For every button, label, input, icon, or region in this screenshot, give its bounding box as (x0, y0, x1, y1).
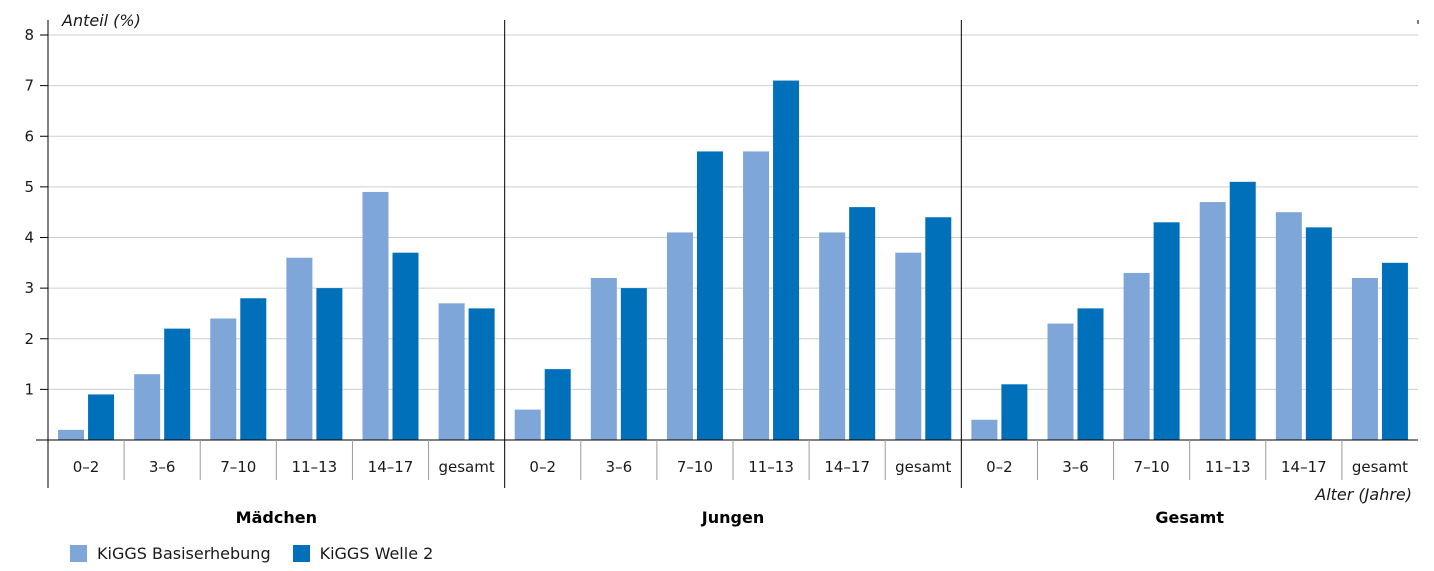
y-ticks: 1 2 3 4 5 6 7 8 (24, 26, 48, 398)
bar-Gesamt-14–17-basis (1275, 212, 1302, 440)
legend-item-welle2: KiGGS Welle 2 (292, 544, 434, 563)
x-tick-label-0–2: 0–2 (73, 458, 100, 476)
bar-Gesamt-7–10-basis (1123, 272, 1150, 440)
legend-label-basis: KiGGS Basiserhebung (97, 544, 271, 563)
bar-Gesamt-gesamt-welle2 (1381, 262, 1408, 440)
bar-Jungen-3–6-welle2 (620, 288, 647, 440)
x-tick-label-11–13: 11–13 (292, 458, 338, 476)
y-tick-label-7: 7 (24, 77, 34, 95)
y-tick-label-2: 2 (24, 330, 34, 348)
x-tick-label-0–2: 0–2 (529, 458, 556, 476)
bar-Mädchen-3–6-welle2 (164, 328, 191, 440)
x-tick-label-14–17: 14–17 (824, 458, 870, 476)
bar-Mädchen-gesamt-welle2 (468, 308, 495, 440)
bar-Gesamt-14–17-welle2 (1305, 227, 1332, 440)
bar-Mädchen-3–6-basis (134, 374, 161, 440)
x-axis-title: Alter (Jahre) (1314, 485, 1412, 504)
bar-Jungen-11–13-basis (743, 151, 770, 440)
x-tick-label-7–10: 7–10 (677, 458, 713, 476)
bar-Jungen-7–10-welle2 (696, 151, 723, 440)
bar-Jungen-3–6-basis (590, 278, 617, 440)
x-tick-label-gesamt: gesamt (1352, 458, 1408, 476)
x-tick-label-gesamt: gesamt (438, 458, 494, 476)
group-titles: Mädchen Jungen Gesamt (236, 508, 1225, 527)
bars (58, 80, 1408, 440)
bar-Mädchen-0–2-welle2 (88, 394, 115, 440)
bar-Gesamt-11–13-basis (1199, 202, 1226, 440)
x-tick-label-14–17: 14–17 (368, 458, 414, 476)
group-title-1: Jungen (701, 508, 764, 527)
bar-Gesamt-gesamt-basis (1351, 278, 1378, 440)
bar-Gesamt-7–10-welle2 (1153, 222, 1180, 440)
y-axis-title: Anteil (%) (61, 11, 141, 30)
y-tick-label-6: 6 (24, 127, 34, 145)
y-tick-label-3: 3 (24, 279, 34, 297)
legend-swatch-basis (70, 545, 87, 562)
bar-Mädchen-11–13-welle2 (316, 288, 343, 440)
x-tick-label-11–13: 11–13 (1205, 458, 1251, 476)
x-tick-label-0–2: 0–2 (986, 458, 1013, 476)
bar-Jungen-11–13-welle2 (773, 80, 800, 440)
x-tick-label-3–6: 3–6 (1062, 458, 1089, 476)
bar-Mädchen-14–17-welle2 (392, 252, 419, 440)
x-tick-label-14–17: 14–17 (1281, 458, 1327, 476)
group-title-2: Gesamt (1155, 508, 1224, 527)
bar-Mädchen-11–13-basis (286, 257, 313, 440)
bar-Gesamt-3–6-welle2 (1077, 308, 1104, 440)
bar-Jungen-0–2-basis (514, 409, 541, 440)
bar-Jungen-14–17-welle2 (849, 207, 876, 440)
grid-lines (48, 34, 1418, 390)
legend: KiGGS Basiserhebung KiGGS Welle 2 (70, 544, 455, 563)
bar-Gesamt-0–2-welle2 (1001, 384, 1028, 440)
bar-Gesamt-0–2-basis (971, 419, 998, 440)
bar-Jungen-7–10-basis (666, 232, 693, 440)
y-tick-label-1: 1 (24, 380, 34, 398)
bar-Gesamt-3–6-basis (1047, 323, 1074, 440)
x-tick-label-gesamt: gesamt (895, 458, 951, 476)
bar-Mädchen-gesamt-basis (438, 303, 465, 440)
x-tick-label-3–6: 3–6 (149, 458, 176, 476)
axes (36, 20, 1419, 488)
bar-Jungen-gesamt-basis (895, 252, 922, 440)
bar-Jungen-0–2-welle2 (544, 369, 571, 440)
legend-label-welle2: KiGGS Welle 2 (319, 544, 434, 563)
bar-Mädchen-0–2-basis (58, 429, 85, 440)
x-tick-label-7–10: 7–10 (220, 458, 256, 476)
bar-Mädchen-14–17-basis (362, 191, 389, 440)
y-tick-label-4: 4 (24, 229, 34, 247)
legend-swatch-welle2 (292, 545, 310, 562)
x-tick-label-3–6: 3–6 (606, 458, 633, 476)
bar-Mädchen-7–10-welle2 (240, 298, 267, 440)
bar-Mädchen-7–10-basis (210, 318, 237, 440)
group-title-0: Mädchen (236, 508, 317, 527)
x-tick-label-11–13: 11–13 (748, 458, 794, 476)
x-tick-label-7–10: 7–10 (1134, 458, 1170, 476)
y-tick-label-8: 8 (24, 26, 34, 44)
bar-Gesamt-11–13-welle2 (1229, 181, 1256, 440)
y-tick-label-5: 5 (24, 178, 34, 196)
legend-item-basis: KiGGS Basiserhebung (70, 544, 271, 563)
x-tick-labels: 0–2 3–6 7–10 11–13 14–17 gesamt 0–2 3–6 7–10 11–1… (73, 440, 1408, 480)
bar-Jungen-gesamt-welle2 (925, 217, 952, 440)
bar-Jungen-14–17-basis (819, 232, 846, 440)
